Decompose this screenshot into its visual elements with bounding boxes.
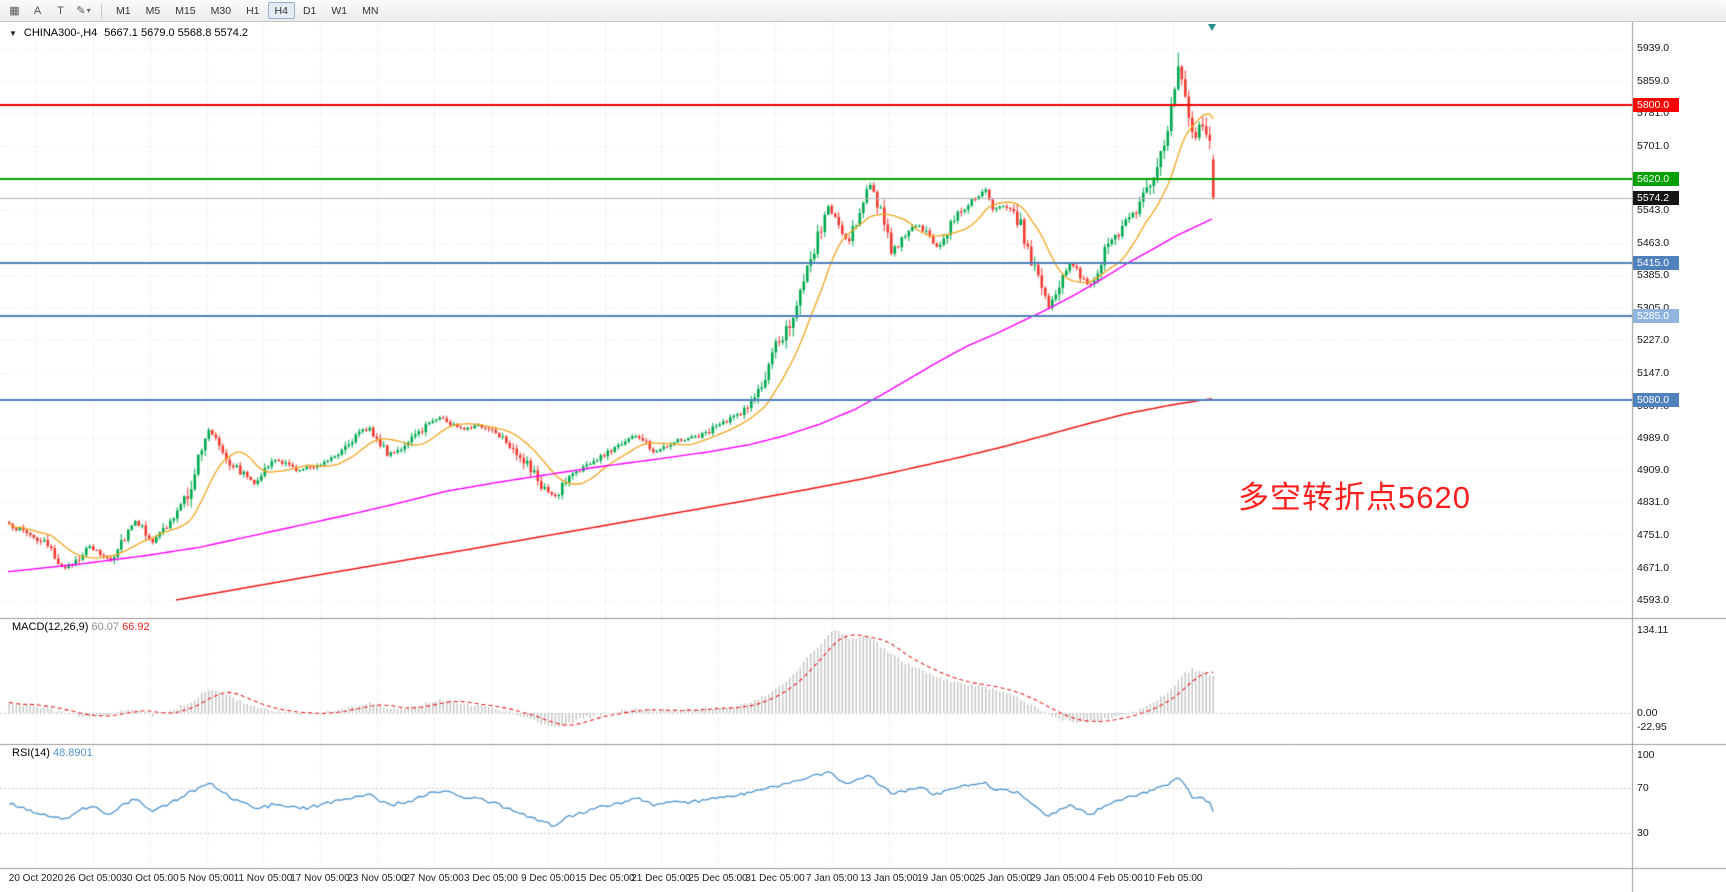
timeframe-button-h4[interactable]: H4 <box>267 2 295 19</box>
text-tool-icon: A <box>33 4 42 17</box>
label-tool-icon: T <box>57 4 64 17</box>
timeframe-button-m5[interactable]: M5 <box>139 2 168 19</box>
chart-annotation: 多空转折点5620 <box>1238 480 1471 515</box>
timeframe-button-h1[interactable]: H1 <box>239 2 266 19</box>
label-tool-button[interactable]: T <box>50 2 71 20</box>
rsi-name: RSI(14) <box>12 747 50 759</box>
timeframe-button-m1[interactable]: M1 <box>109 2 138 19</box>
chevron-down-icon: ▾ <box>86 6 91 15</box>
toolbar-separator <box>101 3 102 18</box>
macd-label: MACD(12,26,9) 60.07 66.92 <box>12 621 150 633</box>
rsi-label: RSI(14) 48.8901 <box>12 747 93 759</box>
collapse-icon[interactable]: ▼ <box>9 28 17 38</box>
timeframe-group: M1 M5 M15 M30 H1 H4 D1 W1 MN <box>109 2 385 19</box>
timeframe-button-w1[interactable]: W1 <box>324 2 354 19</box>
chart-title: ▼ CHINA300-,H4 5667.1 5679.0 5568.8 5574… <box>9 27 248 39</box>
ohlc-values: 5667.1 5679.0 5568.8 5574.2 <box>104 27 249 39</box>
macd-name: MACD(12,26,9) <box>12 621 89 633</box>
timeframe-button-mn[interactable]: MN <box>355 2 385 19</box>
macd-value: 60.07 <box>91 621 120 633</box>
timeframe-button-m15[interactable]: M15 <box>168 2 202 19</box>
timeframe-button-m30[interactable]: M30 <box>204 2 238 19</box>
macd-signal-value: 66.92 <box>122 621 150 633</box>
chart-shift-marker-icon <box>1208 24 1216 31</box>
text-tool-button[interactable]: A <box>27 2 48 20</box>
grid-tool-button[interactable]: ▦ <box>4 2 25 20</box>
rsi-value: 48.8901 <box>52 747 93 759</box>
draw-tool-button[interactable]: ✎ ▾ <box>73 2 94 20</box>
grid-icon: ▦ <box>9 5 20 17</box>
symbol-period-label: CHINA300-,H4 <box>23 27 98 39</box>
pencil-icon: ✎ <box>76 5 86 17</box>
timeframe-button-d1[interactable]: D1 <box>296 2 323 19</box>
toolbar: ▦ A T ✎ ▾ M1 M5 M15 M30 H1 H4 D1 W1 MN <box>0 0 1726 22</box>
